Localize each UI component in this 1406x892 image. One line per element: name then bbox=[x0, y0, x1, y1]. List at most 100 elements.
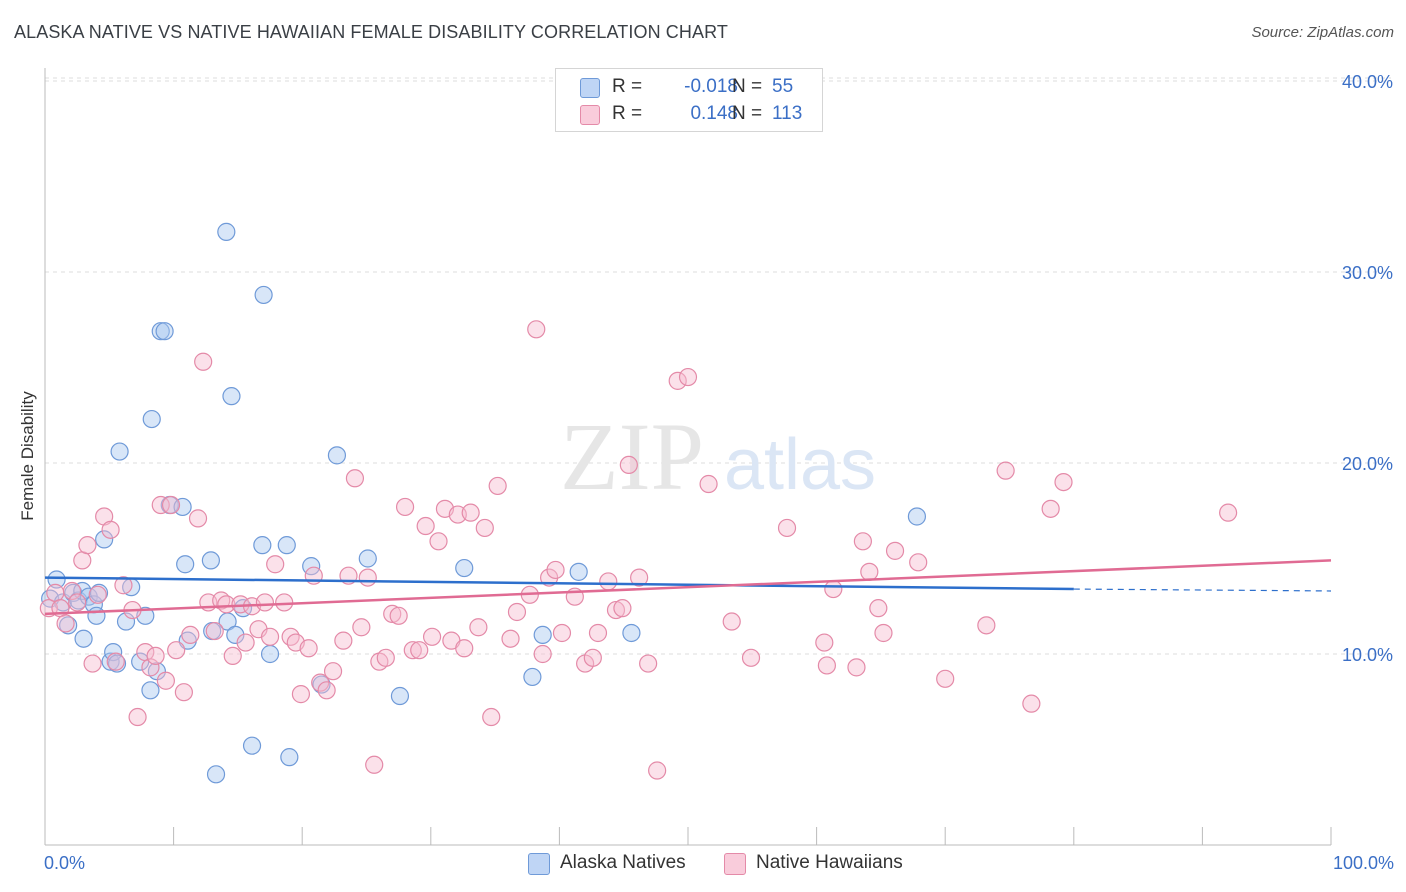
trendline-alaska-natives bbox=[44, 576, 1074, 591]
point-native-hawaiians bbox=[777, 518, 797, 538]
point-native-hawaiians bbox=[996, 461, 1015, 480]
point-native-hawaiians bbox=[699, 474, 718, 494]
point-native-hawaiians bbox=[533, 644, 552, 664]
point-native-hawaiians bbox=[345, 469, 365, 488]
point-native-hawaiians bbox=[260, 627, 280, 646]
point-alaska-natives bbox=[254, 285, 273, 305]
point-alaska-natives bbox=[141, 681, 160, 700]
point-native-hawaiians bbox=[488, 476, 507, 496]
point-native-hawaiians bbox=[317, 681, 336, 700]
point-native-hawaiians bbox=[619, 455, 638, 475]
point-native-hawaiians bbox=[874, 623, 893, 643]
point-native-hawaiians bbox=[416, 516, 435, 536]
point-native-hawaiians bbox=[977, 616, 996, 635]
point-native-hawaiians bbox=[151, 495, 170, 515]
chart-title: ALASKA NATIVE VS NATIVE HAWAIIAN FEMALE … bbox=[14, 22, 728, 42]
point-alaska-natives bbox=[253, 536, 272, 555]
point-alaska-natives bbox=[110, 442, 129, 461]
point-native-hawaiians bbox=[630, 568, 649, 587]
legend-n-value: 55 bbox=[772, 76, 794, 97]
point-native-hawaiians bbox=[455, 639, 474, 658]
point-alaska-natives bbox=[358, 549, 377, 568]
point-native-hawaiians bbox=[606, 600, 626, 620]
trendline-extension-alaska-natives bbox=[1073, 588, 1332, 592]
correlation-legend: R = -0.018 N = 55 R = 0.148 N = 113 bbox=[555, 68, 823, 132]
x-tick-label: 0.0% bbox=[44, 853, 85, 873]
point-native-hawaiians bbox=[1219, 503, 1238, 522]
point-native-hawaiians bbox=[83, 654, 102, 673]
point-native-hawaiians bbox=[141, 658, 160, 677]
point-native-hawaiians bbox=[860, 562, 879, 581]
point-native-hawaiians bbox=[389, 606, 408, 625]
point-native-hawaiians bbox=[311, 673, 330, 692]
point-native-hawaiians bbox=[546, 560, 565, 580]
point-native-hawaiians bbox=[722, 612, 741, 631]
point-native-hawaiians bbox=[482, 707, 501, 727]
y-tick-label: 10.0% bbox=[1342, 645, 1393, 665]
point-native-hawaiians bbox=[885, 541, 905, 560]
point-native-hawaiians bbox=[599, 572, 618, 591]
point-native-hawaiians bbox=[552, 623, 572, 643]
legend-r-value: 0.148 bbox=[690, 103, 738, 124]
point-native-hawaiians bbox=[188, 509, 208, 528]
point-alaska-natives bbox=[206, 765, 226, 784]
point-native-hawaiians bbox=[815, 633, 834, 652]
bottom-legend-swatch-native-hawaiians bbox=[724, 853, 746, 875]
point-native-hawaiians bbox=[376, 648, 395, 667]
point-alaska-natives bbox=[533, 625, 552, 645]
y-tick-label: 20.0% bbox=[1342, 454, 1393, 474]
point-native-hawaiians bbox=[236, 633, 255, 652]
point-alaska-natives bbox=[222, 387, 241, 406]
source-credit: Source: ZipAtlas.com bbox=[1251, 24, 1394, 41]
point-alaska-natives bbox=[242, 736, 262, 755]
point-alaska-natives bbox=[523, 667, 542, 687]
point-alaska-natives bbox=[59, 616, 78, 635]
legend-swatch-alaska-natives bbox=[580, 78, 600, 98]
legend-r-label: R = bbox=[612, 103, 643, 124]
point-native-hawaiians bbox=[475, 518, 494, 538]
point-alaska-natives bbox=[116, 612, 136, 631]
point-native-hawaiians bbox=[281, 627, 300, 646]
point-native-hawaiians bbox=[73, 551, 92, 570]
point-native-hawaiians bbox=[352, 618, 371, 637]
legend-n-label: N = bbox=[732, 76, 763, 97]
point-native-hawaiians bbox=[181, 625, 200, 645]
point-native-hawaiians bbox=[62, 581, 82, 601]
point-native-hawaiians bbox=[299, 639, 318, 658]
point-alaska-natives bbox=[280, 748, 299, 767]
point-alaska-natives bbox=[47, 570, 66, 589]
point-native-hawaiians bbox=[824, 579, 843, 599]
point-native-hawaiians bbox=[223, 646, 242, 666]
point-alaska-natives bbox=[217, 222, 236, 241]
watermark-atlas: atlas bbox=[724, 425, 876, 505]
point-native-hawaiians bbox=[291, 685, 311, 704]
point-alaska-natives bbox=[907, 507, 927, 526]
point-alaska-natives bbox=[226, 625, 245, 645]
point-native-hawaiians bbox=[174, 683, 193, 702]
point-alaska-natives bbox=[390, 686, 410, 706]
point-alaska-natives bbox=[74, 629, 93, 648]
point-native-hawaiians bbox=[613, 599, 632, 618]
point-native-hawaiians bbox=[56, 614, 75, 633]
point-alaska-natives bbox=[173, 497, 192, 517]
point-native-hawaiians bbox=[146, 646, 165, 666]
trendline-native-hawaiians bbox=[44, 559, 1332, 616]
point-alaska-natives bbox=[142, 409, 161, 429]
point-native-hawaiians bbox=[161, 495, 181, 515]
point-native-hawaiians bbox=[1022, 694, 1041, 713]
point-native-hawaiians bbox=[46, 583, 65, 602]
point-native-hawaiians bbox=[741, 648, 761, 667]
point-alaska-natives bbox=[87, 606, 106, 625]
point-alaska-natives bbox=[569, 562, 588, 581]
point-native-hawaiians bbox=[205, 621, 224, 641]
point-native-hawaiians bbox=[422, 627, 442, 646]
point-native-hawaiians bbox=[527, 320, 546, 339]
point-alaska-natives bbox=[622, 623, 641, 643]
point-alaska-natives bbox=[176, 555, 195, 574]
point-alaska-natives bbox=[201, 551, 220, 570]
point-native-hawaiians bbox=[334, 631, 353, 650]
point-native-hawaiians bbox=[1041, 499, 1060, 518]
point-native-hawaiians bbox=[106, 652, 125, 671]
point-native-hawaiians bbox=[167, 641, 186, 660]
point-native-hawaiians bbox=[114, 576, 133, 595]
